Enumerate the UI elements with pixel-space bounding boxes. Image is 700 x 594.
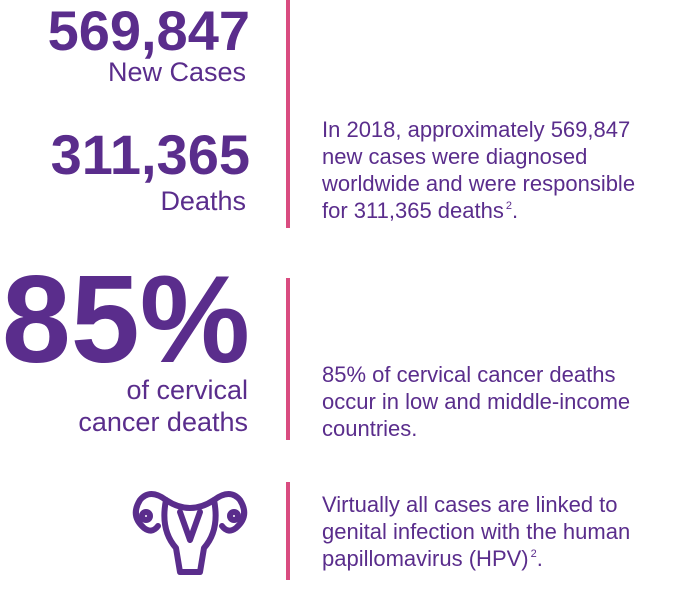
paragraph-line: 85% of cervical cancer deaths [322, 362, 616, 387]
line-text: new cases were diagnosed [322, 144, 587, 169]
line-text: worldwide and were responsible [321, 171, 635, 196]
line-text: occur in low and middle-income [322, 389, 630, 414]
stat-value: 311,365 [51, 123, 250, 186]
uterus-icon [132, 491, 248, 575]
line-end: . [537, 546, 543, 571]
paragraph-line: Virtually all cases are linked to [322, 492, 618, 517]
paragraph-line: In 2018, approximately 569,847 [322, 117, 630, 142]
stat-value: 85% [2, 251, 250, 389]
superscript: 2 [531, 548, 537, 560]
paragraph-line: new cases were diagnosed [322, 144, 587, 169]
line-text: Virtually all cases are linked to [322, 492, 618, 517]
paragraph-line: occur in low and middle-income [322, 389, 630, 414]
stat-label: of cervical [126, 375, 248, 405]
line-end: . [512, 198, 518, 223]
stat-label: Deaths [160, 186, 246, 216]
line-text: genital infection with the human [322, 519, 630, 544]
line-text: papillomavirus (HPV) [322, 546, 529, 571]
line-text: countries. [322, 416, 417, 441]
paragraph-line: papillomavirus (HPV) 2. [322, 546, 543, 571]
line-text: In 2018, approximately 569,847 [322, 117, 630, 142]
stat-label: New Cases [108, 57, 246, 87]
line-text: 85% of cervical cancer deaths [322, 362, 616, 387]
stat-label: cancer deaths [78, 407, 248, 437]
stat-value: 569,847 [48, 0, 250, 62]
paragraph-line: for 311,365 deaths 2. [322, 198, 518, 223]
paragraph-line: worldwide and were responsible [321, 171, 635, 196]
line-text: for 311,365 deaths [322, 198, 504, 223]
paragraph-line: genital infection with the human [322, 519, 630, 544]
superscript: 2 [506, 200, 512, 212]
paragraph-line: countries. [322, 416, 417, 441]
